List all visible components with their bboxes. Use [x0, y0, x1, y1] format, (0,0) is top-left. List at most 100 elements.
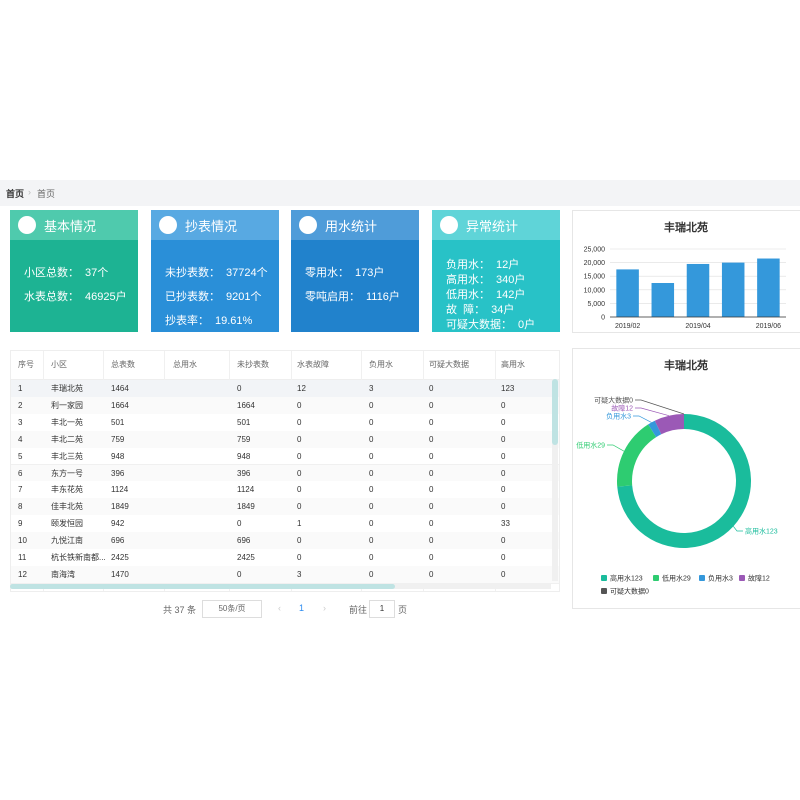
column-header[interactable]: 高用水 — [501, 360, 525, 369]
donut-segment — [654, 414, 684, 435]
column-header[interactable]: 序号 — [18, 360, 34, 369]
card-header: 基本情况 — [10, 210, 138, 240]
breadcrumb[interactable]: 首页 — [6, 189, 25, 199]
table-cell: 948 — [111, 451, 125, 461]
item-label: 零吨启用： — [305, 291, 360, 303]
table-cell: 丰北一苑 — [51, 417, 83, 427]
table-cell: 2425 — [111, 553, 129, 562]
item-label: 高用水： — [446, 274, 490, 286]
x-tick-label: 2019/04 — [685, 323, 710, 330]
table-cell: 丰北二苑 — [51, 434, 83, 444]
item-value: 12户 — [496, 259, 520, 271]
table-cell: 33 — [501, 519, 510, 529]
y-tick-label: 10,000 — [584, 287, 606, 294]
table-cell: 丰瑞北苑 — [51, 384, 83, 393]
table-cell: 0 — [429, 434, 434, 444]
table-cell: 759 — [237, 434, 251, 444]
table-row[interactable] — [11, 430, 559, 449]
table-cell: 0 — [369, 400, 374, 410]
goto-input[interactable]: 1 — [369, 600, 395, 618]
table-cell: 0 — [237, 384, 242, 393]
table-row[interactable] — [11, 515, 559, 534]
table-row[interactable] — [11, 447, 559, 466]
bar — [721, 262, 745, 317]
column-header[interactable]: 可疑大数据 — [429, 360, 469, 369]
legend-label: 低用水29 — [662, 574, 691, 583]
table-row[interactable] — [11, 565, 559, 584]
table-cell: 396 — [237, 468, 251, 478]
item-value: 173户 — [355, 267, 385, 279]
item-value: 1116户 — [366, 291, 400, 303]
card-item: 零用水： 173户 — [305, 264, 384, 280]
table-cell: 0 — [369, 434, 374, 444]
table-row[interactable] — [11, 396, 559, 415]
table-cell: 0 — [297, 400, 302, 410]
page-size[interactable]: 50条/页 — [202, 600, 262, 618]
column-header[interactable]: 负用水 — [369, 360, 393, 369]
leader-line — [635, 407, 670, 417]
card-header: 异常统计 — [432, 210, 560, 240]
table-cell: 948 — [237, 451, 251, 461]
card-item: 零吨启用： 1116户 — [305, 288, 400, 304]
chart-title: 丰瑞北苑 — [664, 358, 708, 372]
y-tick-label: 5,000 — [587, 301, 605, 308]
item-label: 水表总数： — [24, 291, 79, 303]
h-scrollbar[interactable] — [10, 584, 551, 589]
table-cell: 4 — [18, 434, 23, 444]
table-cell: 12 — [297, 384, 306, 393]
table-cell: 颐发恒园 — [51, 519, 83, 529]
x-tick-label: 2019/06 — [756, 323, 781, 330]
item-label: 小区总数： — [24, 267, 79, 279]
table-cell: 0 — [297, 468, 302, 478]
legend-label: 故障12 — [748, 574, 770, 583]
table-cell: 0 — [501, 400, 506, 410]
table-cell: 759 — [111, 434, 125, 444]
table-cell: 0 — [501, 569, 506, 579]
card-icon — [299, 216, 317, 234]
item-label: 已抄表数： — [165, 291, 220, 303]
table-row[interactable] — [11, 481, 559, 500]
prev[interactable]: ‹ — [278, 603, 281, 613]
table-cell: 九悦江南 — [51, 536, 83, 546]
table-row[interactable] — [11, 532, 559, 550]
table-row[interactable] — [11, 413, 559, 432]
breadcrumb[interactable]: 首页 — [37, 189, 56, 199]
table-cell: 1 — [297, 519, 302, 529]
column-header[interactable]: 水表故障 — [297, 360, 329, 369]
item-label: 抄表率： — [165, 315, 209, 327]
legend-label: 可疑大数据0 — [610, 587, 649, 596]
bar — [651, 283, 675, 317]
bar — [616, 269, 639, 317]
card-title: 用水统计 — [325, 218, 378, 234]
table-cell: 0 — [369, 451, 374, 461]
table-cell: 佳丰北苑 — [51, 502, 83, 512]
item-value: 340户 — [496, 274, 526, 286]
card-item: 未抄表数： 37724个 — [165, 264, 268, 280]
table-cell: 0 — [429, 569, 434, 579]
column-header[interactable]: 小区 — [51, 360, 67, 369]
v-scrollbar[interactable] — [552, 379, 558, 581]
table-cell: 1849 — [237, 502, 255, 512]
table-row[interactable] — [11, 380, 559, 398]
current-page[interactable]: 1 — [299, 603, 305, 613]
card-item: 抄表率： 19.61% — [165, 312, 252, 328]
table-cell: 2425 — [237, 553, 255, 562]
legend-label: 高用水123 — [610, 574, 643, 583]
y-tick-label: 20,000 — [584, 260, 606, 267]
table-cell: 1849 — [111, 502, 129, 512]
table-cell: 0 — [297, 485, 302, 495]
table-cell: 0 — [369, 553, 374, 562]
table-row[interactable] — [11, 498, 559, 517]
column-header[interactable]: 未抄表数 — [237, 360, 269, 369]
table-cell: 3 — [18, 417, 23, 427]
column-header[interactable]: 总表数 — [111, 360, 135, 369]
item-value: 142户 — [496, 289, 526, 301]
table-cell: 942 — [111, 519, 125, 529]
table-cell: 696 — [111, 536, 125, 546]
column-header[interactable]: 总用水 — [173, 360, 197, 369]
table-row[interactable] — [11, 464, 559, 483]
table-cell: 7 — [18, 485, 23, 495]
table-cell: 1664 — [237, 400, 255, 410]
next[interactable]: › — [323, 603, 326, 613]
